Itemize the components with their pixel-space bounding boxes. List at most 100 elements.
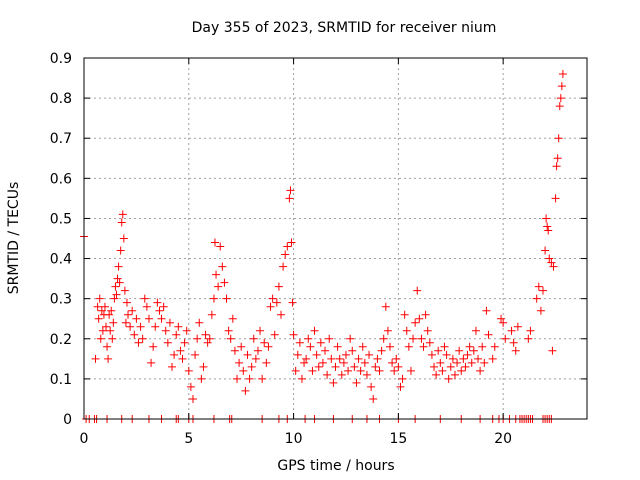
data-point xyxy=(453,358,462,367)
data-point xyxy=(556,94,565,103)
data-point xyxy=(390,366,399,375)
data-point xyxy=(172,330,181,339)
data-point xyxy=(199,362,208,371)
data-point xyxy=(331,362,340,371)
data-point xyxy=(116,246,125,255)
data-point xyxy=(388,358,397,367)
data-point xyxy=(542,214,551,223)
data-point xyxy=(396,382,405,391)
x-axis-label: GPS time / hours xyxy=(277,458,394,474)
data-point xyxy=(436,358,445,367)
data-point xyxy=(104,354,113,363)
data-point xyxy=(484,330,493,339)
data-point xyxy=(310,326,319,335)
data-point xyxy=(448,354,457,363)
data-point xyxy=(463,350,472,359)
data-point xyxy=(115,278,124,287)
data-point xyxy=(222,294,231,303)
data-point xyxy=(474,354,483,363)
data-point xyxy=(381,302,390,311)
data-point xyxy=(467,358,476,367)
data-point xyxy=(383,326,392,335)
data-point xyxy=(465,342,474,351)
data-point xyxy=(346,334,355,343)
data-point xyxy=(97,306,106,315)
data-point xyxy=(159,302,168,311)
data-point xyxy=(501,334,510,343)
x-tick-labels: 0 5 10 15 20 xyxy=(80,431,513,447)
data-point xyxy=(308,366,317,375)
data-point xyxy=(180,338,189,347)
data-point xyxy=(291,366,300,375)
data-point xyxy=(193,334,202,343)
data-point xyxy=(339,358,348,367)
data-point xyxy=(293,350,302,359)
data-point xyxy=(471,326,480,335)
data-point xyxy=(165,318,174,327)
data-point xyxy=(557,82,566,91)
data-point xyxy=(532,294,541,303)
data-point xyxy=(371,362,380,371)
data-point xyxy=(102,322,111,331)
data-point xyxy=(283,242,292,251)
data-point xyxy=(163,338,172,347)
data-point xyxy=(214,282,223,291)
data-point xyxy=(543,222,552,231)
data-point xyxy=(295,338,304,347)
data-point xyxy=(440,342,449,351)
data-point xyxy=(497,314,506,323)
data-point xyxy=(270,330,279,339)
data-point xyxy=(184,366,193,375)
data-points xyxy=(80,70,567,423)
data-point xyxy=(409,334,418,343)
data-point xyxy=(367,382,376,391)
data-point xyxy=(434,346,443,355)
data-point xyxy=(335,354,344,363)
y-tick-label: 0.9 xyxy=(50,51,72,67)
data-point xyxy=(369,394,378,403)
data-point xyxy=(442,350,451,359)
data-point xyxy=(260,338,269,347)
data-point xyxy=(394,362,403,371)
y-tick-label: 0.6 xyxy=(50,171,72,187)
data-point xyxy=(126,322,135,331)
data-point xyxy=(195,318,204,327)
data-point xyxy=(548,346,557,355)
plot-frame xyxy=(83,57,588,420)
data-point xyxy=(480,358,489,367)
data-point xyxy=(220,278,229,287)
data-point xyxy=(218,262,227,271)
data-point xyxy=(285,194,294,203)
data-point xyxy=(534,282,543,291)
data-point xyxy=(329,378,338,387)
data-point xyxy=(209,294,218,303)
data-point xyxy=(264,342,273,351)
data-point xyxy=(235,358,244,367)
y-axis-label: SRMTID / TECUs xyxy=(6,182,22,295)
data-point xyxy=(237,342,246,351)
data-point xyxy=(277,310,286,319)
data-point xyxy=(488,354,497,363)
data-point xyxy=(98,326,107,335)
data-point xyxy=(157,314,166,323)
data-point xyxy=(93,302,102,311)
data-point xyxy=(168,362,177,371)
data-point xyxy=(191,350,200,359)
data-point xyxy=(136,322,145,331)
data-point xyxy=(423,326,432,335)
x-tick-label: 20 xyxy=(494,431,512,447)
data-point xyxy=(178,354,187,363)
data-point xyxy=(245,374,254,383)
data-point xyxy=(111,282,120,291)
data-point xyxy=(274,282,283,291)
data-point xyxy=(128,306,137,315)
data-point xyxy=(256,326,265,335)
data-point xyxy=(251,354,260,363)
data-point xyxy=(124,310,133,319)
data-point xyxy=(140,294,149,303)
data-point xyxy=(526,326,535,335)
data-point xyxy=(461,362,470,371)
data-point xyxy=(312,350,321,359)
data-point xyxy=(91,354,100,363)
data-point xyxy=(258,374,267,383)
